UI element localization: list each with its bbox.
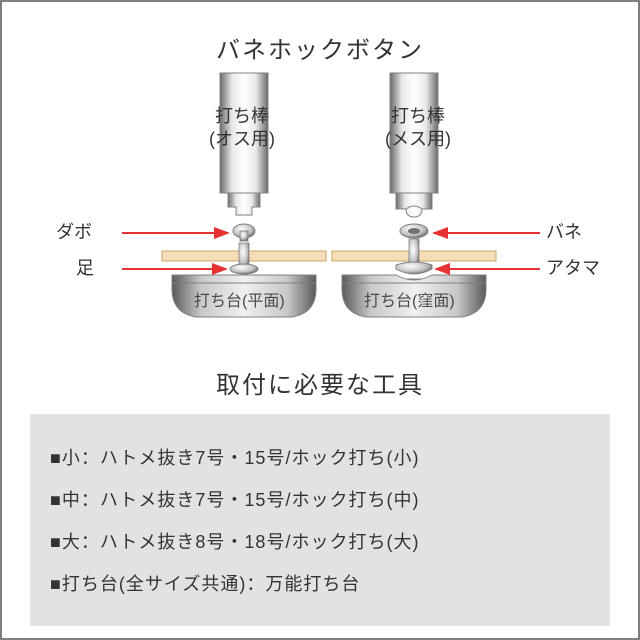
subtitle: 取付に必要な工具 bbox=[2, 355, 638, 414]
label-bane: バネ bbox=[546, 221, 582, 244]
tool-line: ■大：ハトメ抜き8号・18号/ホック打ち(大) bbox=[50, 520, 590, 562]
label-dabo: ダボ bbox=[56, 221, 92, 244]
tool-line: ■小：ハトメ抜き7号・15号/ホック打ち(小) bbox=[50, 436, 590, 478]
label-left-rod: 打ち棒 (オス用) bbox=[172, 105, 312, 152]
label-ashi: 足 bbox=[76, 257, 94, 280]
diagram-area: 打ち棒 (オス用) 打ち棒 (メス用) ダボ 足 バネ アタマ 打ち台(平面) … bbox=[2, 65, 638, 355]
label-right-base: 打ち台(窪面) bbox=[364, 287, 455, 311]
label-right-rod: 打ち棒 (メス用) bbox=[348, 105, 488, 152]
tool-line: ■中：ハトメ抜き7号・15号/ホック打ち(中) bbox=[50, 478, 590, 520]
diagram-svg bbox=[2, 65, 640, 355]
tool-list-box: ■小：ハトメ抜き7号・15号/ホック打ち(小) ■中：ハトメ抜き7号・15号/ホ… bbox=[30, 414, 610, 626]
label-left-base: 打ち台(平面) bbox=[194, 287, 285, 311]
label-atama: アタマ bbox=[546, 257, 600, 280]
main-title: バネホックボタン bbox=[2, 2, 638, 65]
tool-line: ■打ち台(全サイズ共通)：万能打ち台 bbox=[50, 562, 590, 604]
